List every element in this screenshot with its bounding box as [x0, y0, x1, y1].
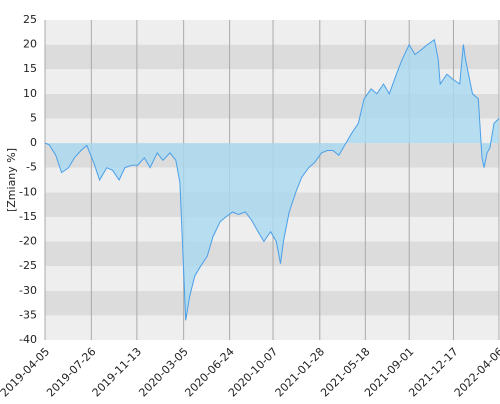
y-tick-label: -10 [19, 185, 37, 198]
area-fill [45, 39, 499, 321]
grid-band [45, 20, 499, 45]
grid-band [45, 315, 499, 340]
y-tick-label: 5 [30, 111, 37, 124]
grid-band [45, 290, 499, 316]
y-tick-label: -5 [26, 161, 37, 174]
y-tick-label: -20 [19, 235, 37, 248]
y-tick-label: -15 [19, 210, 37, 223]
y-tick-label: -40 [19, 333, 37, 346]
y-tick-label: -25 [19, 259, 37, 272]
line [44, 38, 500, 321]
y-tick-label: 0 [30, 136, 37, 149]
x-tick-label: 2019-11-13 [90, 345, 144, 399]
y-tick-label: -35 [19, 308, 37, 321]
y-tick-label: 25 [23, 13, 37, 26]
grid-band [45, 266, 499, 291]
y-tick-label: 15 [23, 62, 37, 75]
y-tick-label: 20 [23, 38, 37, 51]
y-axis-label: [Zmiany %] [5, 148, 18, 212]
y-tick-label: 10 [23, 87, 37, 100]
grid-band [45, 241, 499, 267]
y-tick-label: -30 [19, 284, 37, 297]
